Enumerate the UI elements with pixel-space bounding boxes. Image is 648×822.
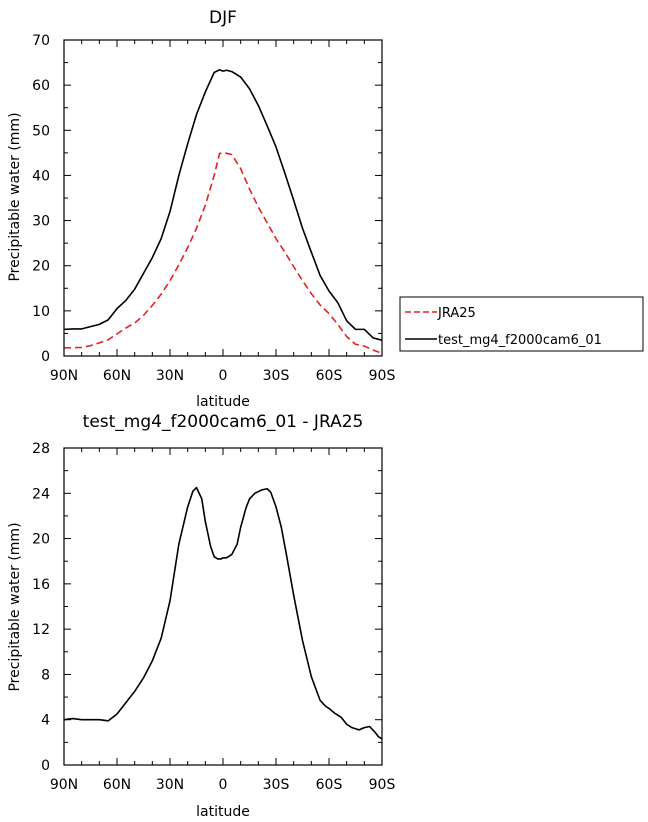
difference-x-tick-label: 90N [50, 777, 78, 793]
djf-y-axis-label: Precipitable water (mm) [7, 112, 23, 281]
legend-label-test-model: test_mg4_f2000cam6_01 [438, 333, 602, 348]
difference-y-tick-label: 0 [41, 758, 50, 774]
difference-y-tick-label: 24 [32, 486, 50, 502]
difference-y-tick-label: 8 [41, 667, 50, 683]
difference-panel: test_mg4_f2000cam6_01 - JRA25 Precipitab… [7, 412, 395, 820]
difference-y-tick-label: 16 [32, 577, 50, 593]
djf-x-tick-label: 90N [50, 368, 78, 384]
difference-x-tick-label: 0 [219, 777, 228, 793]
djf-y-tick-label: 10 [32, 304, 50, 320]
djf-panel: DJF Precipitable water (mm) latitude 90N… [7, 8, 644, 410]
difference-x-tick-label: 30S [263, 777, 290, 793]
djf-plot-frame [63, 39, 383, 357]
djf-y-tick-label: 30 [32, 214, 50, 230]
difference-plot-area: 90N 60N 30N 0 30S 60S 90S 0 4 8 12 16 20 24 28 [32, 441, 395, 793]
legend: JRA25 test_mg4_f2000cam6_01 [399, 296, 644, 352]
djf-title: DJF [209, 8, 237, 28]
djf-x-tick-label: 60N [103, 368, 131, 384]
djf-y-tick-label: 20 [32, 259, 50, 275]
difference-x-tick-label: 60N [103, 777, 131, 793]
legend-box [399, 296, 644, 352]
djf-y-tick-label: 40 [32, 168, 50, 184]
legend-label-jra25: JRA25 [437, 306, 476, 321]
djf-x-tick-label: 0 [219, 368, 228, 384]
difference-x-tick-label: 30N [156, 777, 184, 793]
djf-y-tick-label: 50 [32, 123, 50, 139]
difference-x-axis-label: latitude [196, 804, 250, 820]
difference-y-axis-label: Precipitable water (mm) [7, 522, 23, 691]
djf-x-tick-label: 90S [369, 368, 396, 384]
djf-y-tick-label: 60 [32, 78, 50, 94]
difference-title: test_mg4_f2000cam6_01 - JRA25 [83, 412, 364, 432]
difference-series-line-0 [63, 486, 383, 740]
difference-y-tick-label: 28 [32, 441, 50, 457]
difference-x-tick-label: 90S [369, 777, 396, 793]
difference-y-tick-label: 20 [32, 532, 50, 548]
difference-y-tick-label: 12 [32, 622, 50, 638]
djf-y-tick-label: 0 [41, 349, 50, 365]
djf-y-tick-label: 70 [32, 33, 50, 49]
djf-x-axis-label: latitude [196, 394, 250, 410]
djf-series-line-0 [63, 151, 383, 355]
difference-y-tick-label: 4 [41, 713, 50, 729]
djf-plot-area: 90N 60N 30N 0 30S 60S 90S 0 10 20 30 40 50 60 70 [32, 33, 395, 384]
djf-x-tick-label: 60S [316, 368, 343, 384]
djf-x-tick-label: 30S [263, 368, 290, 384]
difference-x-tick-label: 60S [316, 777, 343, 793]
djf-x-tick-label: 30N [156, 368, 184, 384]
djf-series-line-1 [63, 68, 383, 341]
